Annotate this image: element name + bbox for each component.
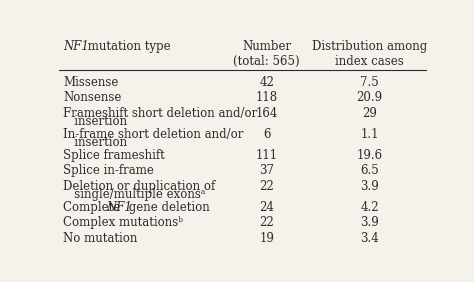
Text: 164: 164 bbox=[255, 107, 278, 120]
Text: Number
(total: 565): Number (total: 565) bbox=[234, 40, 300, 68]
Text: 4.2: 4.2 bbox=[360, 201, 379, 214]
Text: 24: 24 bbox=[259, 201, 274, 214]
Text: gene deletion: gene deletion bbox=[125, 201, 210, 214]
Text: 42: 42 bbox=[259, 76, 274, 89]
Text: 6: 6 bbox=[263, 128, 271, 141]
Text: 1.1: 1.1 bbox=[360, 128, 379, 141]
Text: Missense: Missense bbox=[63, 76, 118, 89]
Text: Distribution among
index cases: Distribution among index cases bbox=[312, 40, 427, 68]
Text: 20.9: 20.9 bbox=[356, 91, 383, 104]
Text: In-frame short deletion and/or: In-frame short deletion and/or bbox=[63, 128, 243, 141]
Text: Splice in-frame: Splice in-frame bbox=[63, 164, 154, 177]
Text: insertion: insertion bbox=[63, 136, 127, 149]
Text: 118: 118 bbox=[256, 91, 278, 104]
Text: 22: 22 bbox=[259, 217, 274, 230]
Text: single/multiple exonsᵃ: single/multiple exonsᵃ bbox=[63, 188, 205, 201]
Text: 7.5: 7.5 bbox=[360, 76, 379, 89]
Text: 22: 22 bbox=[259, 180, 274, 193]
Text: Complete: Complete bbox=[63, 201, 124, 214]
Text: 6.5: 6.5 bbox=[360, 164, 379, 177]
Text: NF1: NF1 bbox=[63, 40, 89, 53]
Text: 37: 37 bbox=[259, 164, 274, 177]
Text: Deletion or duplication of: Deletion or duplication of bbox=[63, 180, 215, 193]
Text: 19: 19 bbox=[259, 232, 274, 245]
Text: Complex mutationsᵇ: Complex mutationsᵇ bbox=[63, 217, 183, 230]
Text: Nonsense: Nonsense bbox=[63, 91, 121, 104]
Text: mutation type: mutation type bbox=[84, 40, 171, 53]
Text: 111: 111 bbox=[256, 149, 278, 162]
Text: 3.9: 3.9 bbox=[360, 217, 379, 230]
Text: 19.6: 19.6 bbox=[356, 149, 383, 162]
Text: Splice frameshift: Splice frameshift bbox=[63, 149, 164, 162]
Text: insertion: insertion bbox=[63, 115, 127, 128]
Text: 29: 29 bbox=[362, 107, 377, 120]
Text: NF1: NF1 bbox=[106, 201, 132, 214]
Text: 3.9: 3.9 bbox=[360, 180, 379, 193]
Text: Frameshift short deletion and/or: Frameshift short deletion and/or bbox=[63, 107, 257, 120]
Text: No mutation: No mutation bbox=[63, 232, 137, 245]
Text: 3.4: 3.4 bbox=[360, 232, 379, 245]
